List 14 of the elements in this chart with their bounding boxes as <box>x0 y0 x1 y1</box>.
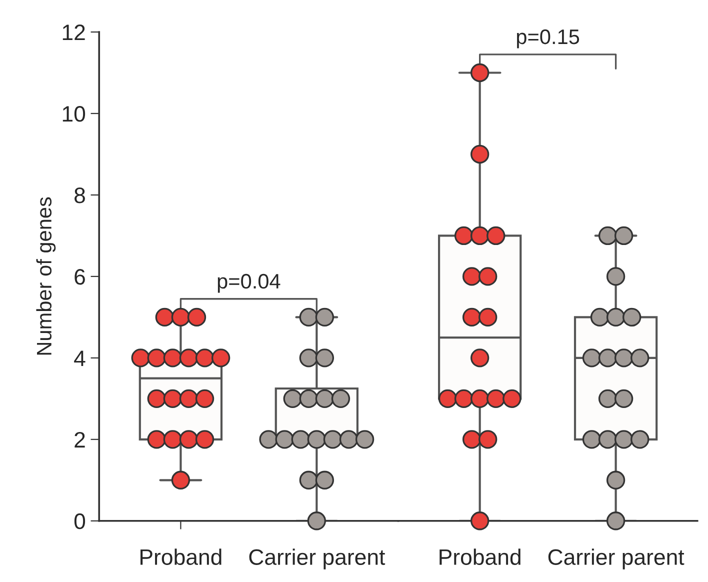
y-tick-label: 6 <box>74 268 85 285</box>
x-tick-label: Proband <box>440 548 520 565</box>
annotation: p=0.04 <box>218 274 280 293</box>
y-tick-label: 2 <box>74 432 85 448</box>
y-tick-label: 12 <box>62 24 85 40</box>
y-tick-label: 0 <box>74 513 86 530</box>
y-tick-label: 4 <box>74 350 86 366</box>
y-tick-label: 10 <box>62 106 86 122</box>
x-tick-label: Proband <box>140 548 222 565</box>
x-tick-label: Carrier parent <box>548 548 684 570</box>
y-tick-label: 8 <box>74 188 85 204</box>
y-axis-title: Number of genes <box>36 197 56 355</box>
annotation: p=0.15 <box>517 29 580 48</box>
x-tick-label: Carrier parent <box>249 548 386 570</box>
